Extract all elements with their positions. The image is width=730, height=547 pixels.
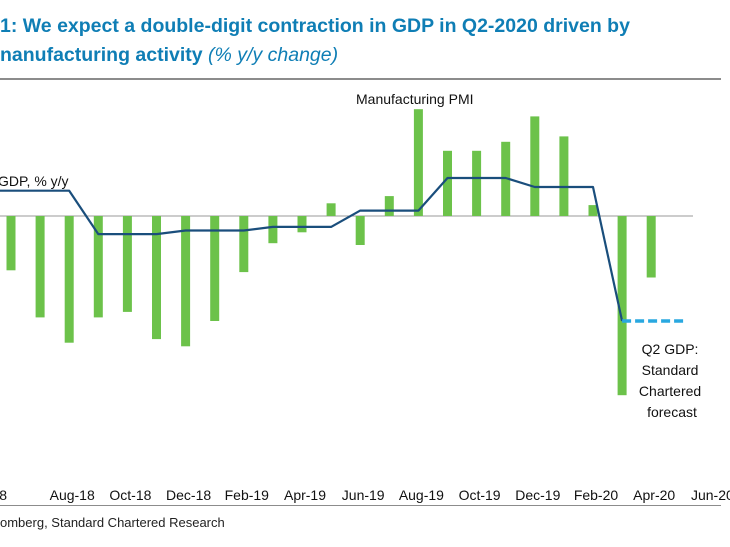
forecast-label-line-4: forecast <box>647 404 697 420</box>
pmi-bar <box>64 216 74 343</box>
x-axis-ticks: 8 Aug-18 Oct-18 Dec-18 Feb-19 Apr-19 Jun-19 Aug… <box>0 487 730 503</box>
title-line-2: nanufacturing activity (% y/y change) <box>0 41 730 70</box>
title-main: nanufacturing activity <box>0 44 203 66</box>
forecast-label-line-3: Chartered <box>639 383 701 399</box>
pmi-bar <box>472 150 482 216</box>
x-tick-label: Dec-18 <box>166 487 211 503</box>
bottom-divider <box>0 505 721 506</box>
forecast-label-line-2: Standard <box>642 362 699 378</box>
x-tick-label: Aug-18 <box>50 487 95 503</box>
pmi-bar <box>35 216 45 318</box>
pmi-bar <box>588 205 598 216</box>
x-tick-label: Dec-19 <box>515 487 560 503</box>
pmi-bar <box>559 136 569 216</box>
pmi-bar <box>152 216 161 340</box>
pmi-bar <box>93 216 103 318</box>
pmi-label: Manufacturing PMI <box>356 91 474 107</box>
chart-title: 1: We expect a double-digit contraction … <box>0 12 730 70</box>
pmi-bar <box>646 216 656 278</box>
pmi-bar <box>617 216 627 396</box>
x-tick-label: 8 <box>0 487 7 503</box>
pmi-bar <box>326 203 336 216</box>
x-tick-label: Oct-19 <box>459 487 501 503</box>
x-tick-label: Jun-20 <box>691 487 730 503</box>
gdp-label: GDP, % y/y <box>0 173 69 189</box>
pmi-bar <box>6 216 16 271</box>
forecast-label: Q2 GDP: Standard Chartered forecast <box>639 341 705 420</box>
x-tick-label: Oct-18 <box>109 487 151 503</box>
pmi-bar <box>268 216 278 244</box>
source-note: omberg, Standard Chartered Research <box>0 515 225 530</box>
forecast-label-line-1: Q2 GDP: <box>642 341 699 357</box>
x-tick-label: Feb-19 <box>225 487 270 503</box>
top-divider <box>0 78 721 80</box>
pmi-bar <box>355 216 365 245</box>
title-line-1: 1: We expect a double-digit contraction … <box>0 15 630 37</box>
gdp-line <box>0 176 624 322</box>
x-tick-label: Jun-19 <box>342 487 385 503</box>
bar-series-pmi <box>6 109 656 396</box>
title-units: (% y/y change) <box>208 44 339 66</box>
pmi-bar <box>239 216 249 273</box>
pmi-bar <box>413 109 423 216</box>
gdp-line-series <box>0 176 624 322</box>
x-tick-label: Apr-20 <box>633 487 675 503</box>
pmi-bar <box>297 216 307 233</box>
pmi-bar <box>443 150 452 216</box>
pmi-bar <box>122 216 132 312</box>
pmi-bar <box>384 196 394 216</box>
pmi-bar <box>181 216 191 347</box>
x-tick-label: Aug-19 <box>399 487 444 503</box>
x-tick-label: Feb-20 <box>574 487 619 503</box>
pmi-bar <box>210 216 220 321</box>
pmi-bar <box>530 116 540 216</box>
x-tick-label: Apr-19 <box>284 487 326 503</box>
